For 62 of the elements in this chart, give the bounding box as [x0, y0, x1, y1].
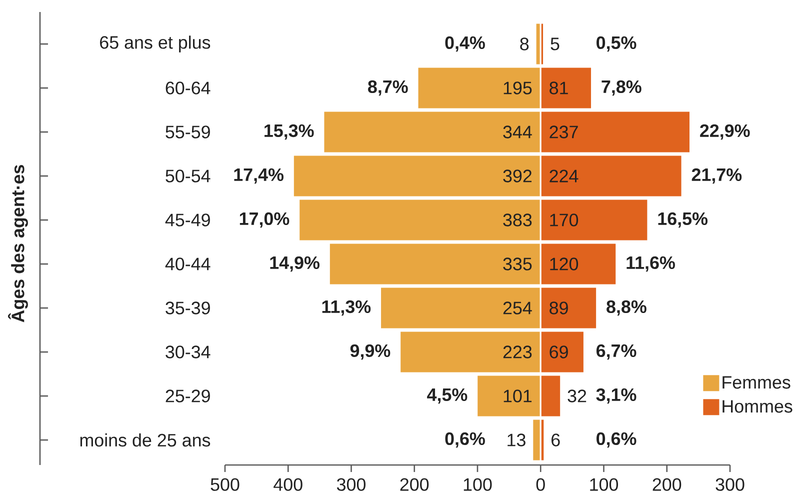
data-label: 6: [552, 434, 560, 446]
y-tick-label: 65 ans et plus: [100, 36, 210, 52]
annotation: 9,9%: [350, 344, 390, 360]
y-tick-label: 45-49: [165, 214, 210, 226]
data-label: 101: [504, 390, 532, 402]
y-tick-label: 35-39: [166, 302, 210, 314]
x-tick-label: 300: [336, 478, 366, 491]
data-label: 69: [550, 346, 568, 358]
data-label: 254: [503, 302, 532, 314]
y-tick-label: moins de 25 ans: [80, 433, 210, 447]
data-label: 237: [550, 126, 578, 138]
y-tick-label: 55-59: [166, 126, 210, 138]
data-label: 195: [504, 82, 532, 94]
y-tick-label: 30-34: [166, 346, 210, 358]
data-label: 383: [503, 214, 532, 226]
annotation: 17,0%: [240, 212, 290, 228]
annotation: 3,1%: [596, 388, 636, 404]
data-label: 5: [550, 38, 560, 50]
x-tick-label: 100: [590, 478, 618, 491]
y-tick-label: 40-44: [165, 258, 210, 270]
data-label: 223: [503, 346, 532, 358]
annotation: 22,9%: [700, 124, 750, 140]
x-tick-label: 400: [274, 478, 302, 491]
annotation: 21,7%: [692, 168, 742, 184]
x-tick-label: 300: [716, 478, 744, 491]
x-tick-label: 200: [400, 478, 429, 491]
annotation: 17,4%: [234, 168, 284, 184]
annotation: 0,4%: [445, 36, 485, 52]
legend-label: Femmes: [722, 376, 790, 389]
annotation: 11,6%: [626, 256, 675, 272]
data-label: 81: [550, 82, 568, 94]
data-label: 8: [520, 38, 529, 50]
annotation: 0,5%: [596, 36, 636, 52]
data-label: 13: [508, 434, 526, 446]
y-tick-label: 25-29: [166, 390, 210, 402]
annotation: 7,8%: [602, 80, 642, 96]
annotation: 6,7%: [596, 344, 636, 360]
x-tick-label: 100: [464, 478, 492, 491]
x-tick-label: 0: [536, 478, 545, 491]
y-axis-title: Âges des agent·es: [8, 165, 28, 322]
annotation: 8,8%: [606, 300, 646, 316]
annotation: 4,5%: [427, 388, 468, 404]
annotation: 0,6%: [445, 432, 485, 448]
data-label: 335: [503, 258, 532, 270]
data-label: 344: [503, 126, 532, 138]
data-label: 170: [550, 214, 578, 226]
data-label: 32: [568, 390, 586, 402]
y-tick-label: 50-54: [166, 170, 210, 182]
annotation: 11,3%: [322, 300, 371, 316]
y-tick-label: 60-64: [166, 82, 210, 94]
data-label: 120: [550, 258, 578, 270]
legend-label: Hommes: [722, 400, 792, 413]
x-tick-label: 200: [652, 478, 682, 491]
annotation: 15,3%: [264, 124, 314, 140]
annotation: 16,5%: [658, 212, 708, 228]
data-label: 89: [550, 302, 568, 314]
x-tick-label: 500: [210, 478, 240, 491]
annotation: 14,9%: [270, 256, 320, 272]
annotation: 8,7%: [368, 80, 408, 96]
data-label: 224: [550, 170, 578, 182]
data-label: 392: [503, 170, 532, 182]
annotation: 0,6%: [596, 432, 636, 448]
